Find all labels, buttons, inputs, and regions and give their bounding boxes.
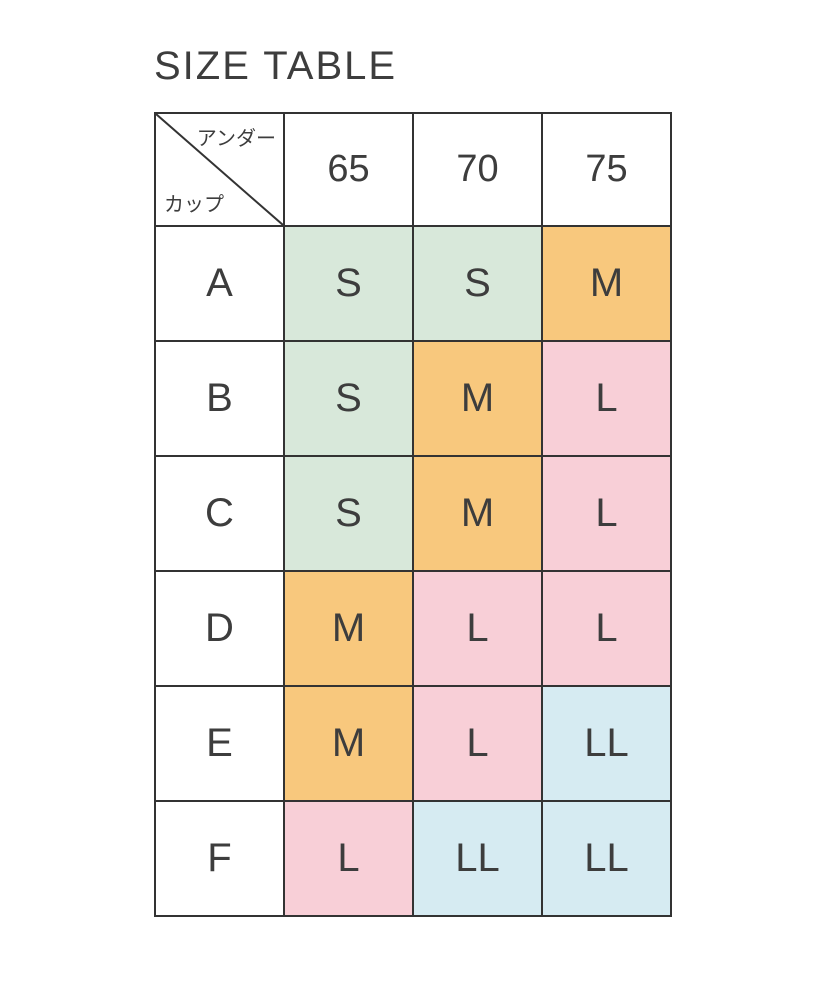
table-row-cup-d: D M L L <box>154 570 672 687</box>
size-cell: LL <box>541 685 672 802</box>
size-cell: L <box>283 800 414 917</box>
under-bust-axis-label: アンダー <box>196 128 276 150</box>
cup-axis-label: カップ <box>164 194 224 216</box>
size-cell: L <box>541 455 672 572</box>
column-header-75: 75 <box>541 112 672 227</box>
page-title: SIZE TABLE <box>154 44 398 88</box>
size-cell: M <box>412 455 543 572</box>
column-header-65: 65 <box>283 112 414 227</box>
size-cell: S <box>283 455 414 572</box>
size-cell: M <box>283 685 414 802</box>
table-row-cup-f: F L LL LL <box>154 800 672 917</box>
cup-header-cell: B <box>154 340 285 457</box>
cup-header-cell: E <box>154 685 285 802</box>
table-row-cup-c: C S M L <box>154 455 672 572</box>
header-row: アンダー カップ 65 70 75 <box>154 112 672 227</box>
table-row-cup-b: B S M L <box>154 340 672 457</box>
size-cell: S <box>283 340 414 457</box>
size-cell: L <box>541 570 672 687</box>
cup-header-cell: C <box>154 455 285 572</box>
corner-cell: アンダー カップ <box>154 112 285 227</box>
size-cell: M <box>541 225 672 342</box>
size-cell: S <box>412 225 543 342</box>
size-cell: LL <box>541 800 672 917</box>
size-table: アンダー カップ 65 70 75 A S S M B S M L C S M … <box>154 112 672 917</box>
size-cell: L <box>412 570 543 687</box>
cup-header-cell: A <box>154 225 285 342</box>
size-cell: L <box>412 685 543 802</box>
cup-header-cell: D <box>154 570 285 687</box>
diagonal-divider-line <box>156 114 283 225</box>
size-cell: M <box>412 340 543 457</box>
table-row-cup-a: A S S M <box>154 225 672 342</box>
size-cell: L <box>541 340 672 457</box>
table-row-cup-e: E M L LL <box>154 685 672 802</box>
size-cell: M <box>283 570 414 687</box>
column-header-70: 70 <box>412 112 543 227</box>
size-cell: LL <box>412 800 543 917</box>
cup-header-cell: F <box>154 800 285 917</box>
size-cell: S <box>283 225 414 342</box>
